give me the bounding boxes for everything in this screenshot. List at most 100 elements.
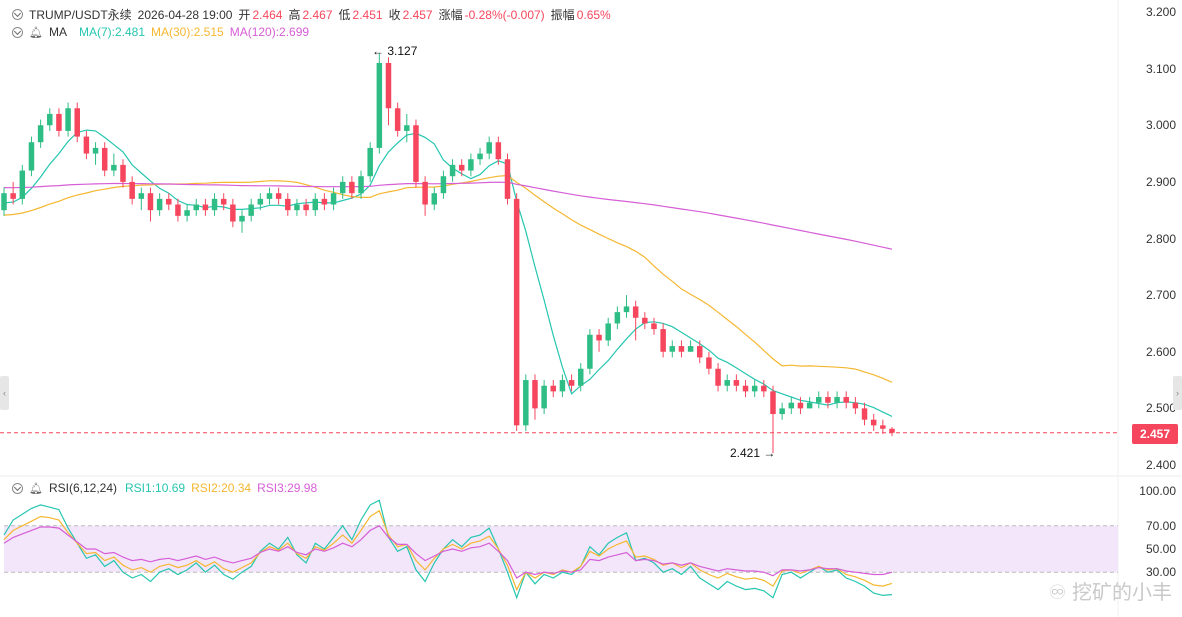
candle-body [724,380,730,386]
price-tick-label: 2.400 [1145,458,1176,472]
candle-body [816,397,822,403]
candle-body [687,346,694,352]
candle-body [880,425,886,429]
candle-body [275,193,282,199]
price-tick-label: 3.200 [1145,5,1176,19]
candle-body [367,147,373,177]
bell-icon[interactable]: 🔔︎ [29,482,43,495]
candle-body [523,380,529,426]
candle-body [577,368,584,386]
ma7-value: MA(7):2.481 [78,25,145,39]
candle-body [458,164,465,171]
candle-body [28,142,35,171]
candle-body [184,210,190,216]
rsi-line-rsi1 [3,499,893,600]
candle-body [568,380,575,386]
change-value: -0.28%(-0.007) [464,7,545,22]
candle-body [239,215,245,222]
candle-body [504,159,511,199]
candle-body [83,136,90,154]
candle-datetime: 2026-04-28 19:00 [137,7,233,22]
candle-body [330,193,337,205]
low-annotation: 2.421 → [730,446,775,460]
price-tick-label: 2.500 [1145,401,1176,416]
rsi-legend: 🔔︎ RSI(6,12,24) RSI1:10.69 RSI2:20.34 RS… [12,481,323,495]
open-label: 开 [238,8,251,22]
candle-body [486,142,492,154]
watermark: ♾ 挖矿的小丰 [1049,576,1173,605]
candle-body [806,402,813,409]
candle-body [834,397,840,403]
ma30-line [3,174,893,383]
bell-icon[interactable]: 🔔︎ [29,26,43,39]
arrow-right-icon: → [763,446,776,460]
candle-body [321,198,328,205]
candle-body [312,198,319,211]
candle-body [385,62,392,109]
candle-body [303,204,309,211]
candle-body [788,402,795,409]
candle-body [138,193,145,199]
candle-body [285,198,291,211]
candle-body [294,204,300,211]
watermark-text: 挖矿的小丰 [1072,582,1172,604]
candle-body [10,193,16,199]
ma30-value: MA(30):2.515 [151,25,224,39]
candle-body [257,198,264,205]
candle-body [47,113,53,126]
rsi-tick-label: 70.00 [1145,518,1176,533]
scroll-left-handle[interactable]: ‹ [0,376,9,410]
candle-body [495,142,502,160]
candle-body [825,397,831,403]
candle-body [431,193,438,205]
candle-body [541,385,547,409]
candle-body [404,125,410,131]
candle-body [111,164,117,171]
symbol-name: TRUMP/USDT永续 [29,8,132,22]
candle-body [358,176,364,194]
candle-body [156,198,163,211]
candle-body [751,385,758,392]
candle-body [678,346,685,352]
rsi-tick-label: 50.00 [1145,542,1176,556]
candle-body [706,357,712,369]
rsi3-value: RSI3:29.98 [257,481,318,495]
candle-body [1,193,7,211]
candle-body [129,181,135,199]
high-label: 高 [288,8,301,22]
scroll-right-handle[interactable]: › [1173,376,1182,410]
candle-body [193,204,199,211]
collapse-icon[interactable] [12,26,23,38]
price-tick-label: 2.800 [1145,231,1176,246]
collapse-icon[interactable] [12,482,23,494]
candle-body [761,385,767,392]
candle-body [166,198,172,205]
rsi-name[interactable]: RSI(6,12,24) [48,481,118,495]
candle-body [65,108,71,131]
candle-body [779,408,785,415]
ohlc-header: TRUMP/USDT永续 2026-04-28 19:00 开 2.464 高 … [12,6,617,23]
candle-body [651,323,657,330]
candle-body [248,204,254,216]
candle-body [175,204,181,216]
ma-name[interactable]: MA [48,25,67,39]
rsi-tick-label: 30.00 [1145,565,1176,580]
candle-body [74,108,80,137]
candle-body [513,198,520,426]
candle-body [477,153,483,160]
price-tick-label: 2.600 [1145,344,1176,359]
candle-body [843,397,849,403]
candle-body [559,380,566,392]
close-label: 收 [388,8,401,22]
change-label: 涨幅 [438,8,463,22]
price-tick-label: 3.100 [1145,61,1176,76]
candle-body [596,334,602,341]
price-tick-label: 2.700 [1145,288,1176,303]
candle-body [614,312,621,324]
candle-body [733,380,740,386]
candle-body [623,306,630,313]
candle-body [120,164,126,182]
collapse-icon[interactable] [12,9,23,20]
